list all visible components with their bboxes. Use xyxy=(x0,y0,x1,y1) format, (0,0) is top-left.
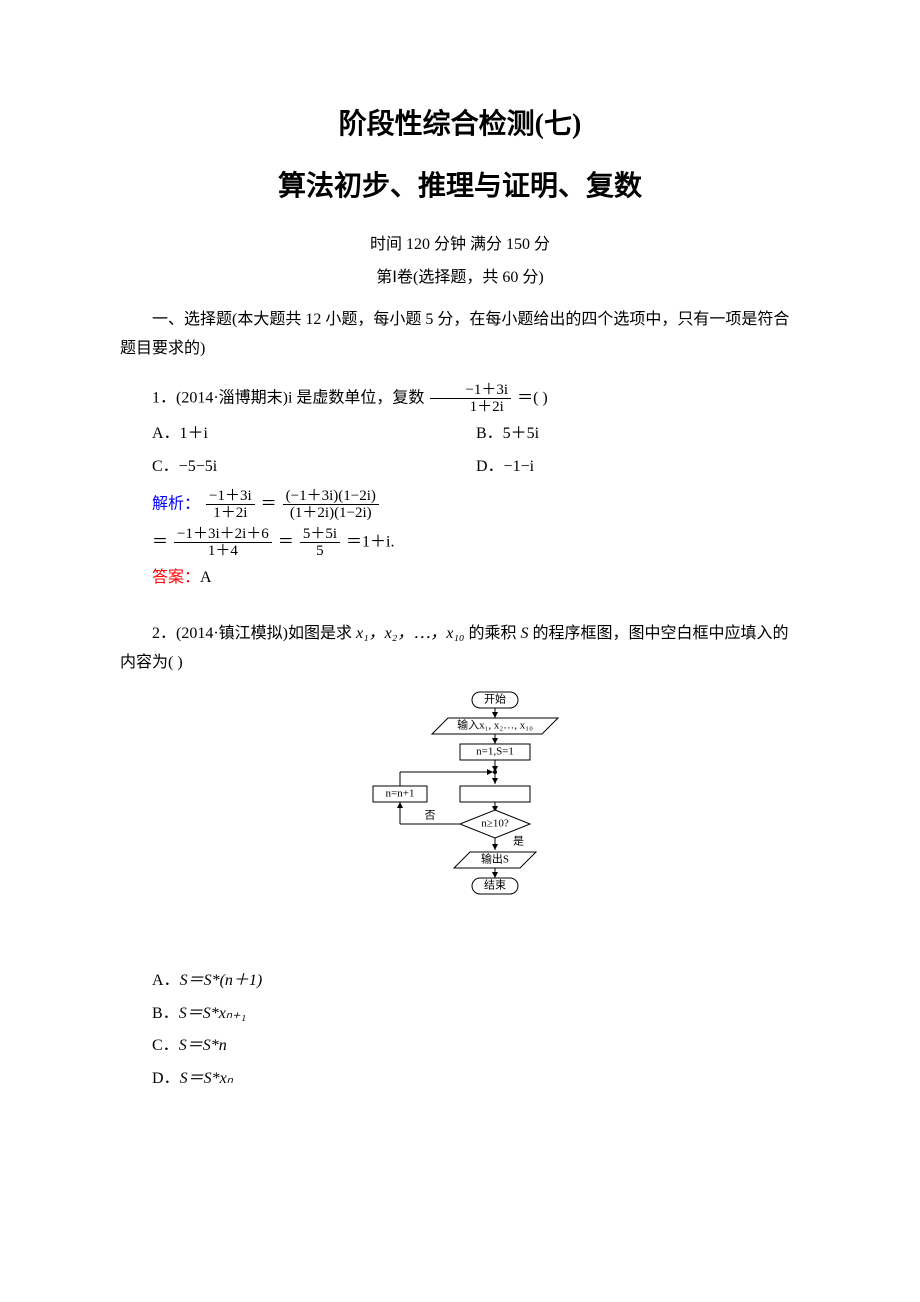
q2-mid: 的乘积 xyxy=(465,625,521,642)
q2-b-math: S＝S*xₙ₊₁ xyxy=(179,1005,247,1022)
q1-explain-line1: 解析： −1＋3i 1＋2i ＝ (−1＋3i)(1−2i) (1＋2i)(1−… xyxy=(152,488,800,522)
meta-time: 时间 120 分钟 满分 150 分 xyxy=(120,231,800,260)
q1-frac-num: −1＋3i xyxy=(430,382,511,400)
q1-choice-c: C．−5−5i xyxy=(152,451,476,484)
svg-text:否: 否 xyxy=(425,809,436,821)
q2-a-pre: A． xyxy=(152,972,180,989)
q1-prefix: 1．(2014·淄博期末)i 是虚数单位，复数 xyxy=(152,390,424,407)
q1-l2-f2-num: 5＋5i xyxy=(300,526,340,544)
svg-text:输出S: 输出S xyxy=(481,851,509,865)
q1-l2-tail: ＝1＋i. xyxy=(346,533,394,550)
q2-b-pre: B． xyxy=(152,1005,179,1022)
q2-svar: S xyxy=(521,625,529,642)
svg-text:n=1,S=1: n=1,S=1 xyxy=(476,745,514,757)
q1-answer: 答案：A xyxy=(152,564,800,593)
q1-choice-a: A．1＋i xyxy=(152,418,476,451)
q1-choices: A．1＋i B．5＋5i C．−5−5i D．−1−i xyxy=(152,418,800,484)
document-page: 阶段性综合检测(七) 算法初步、推理与证明、复数 时间 120 分钟 满分 15… xyxy=(0,0,920,1302)
q1-fraction: −1＋3i 1＋2i xyxy=(428,382,513,416)
question-2: 2．(2014·镇江模拟)如图是求 x₁，x₂，⋯，x₁₀ 的乘积 S 的程序框… xyxy=(120,620,800,1096)
q2-c-pre: C． xyxy=(152,1037,179,1054)
svg-text:n≥10?: n≥10? xyxy=(481,817,509,829)
q2-choice-a: A．S＝S*(n＋1) xyxy=(152,965,800,998)
q1-l2-f2-den: 5 xyxy=(300,543,340,560)
q1-l2-f2: 5＋5i 5 xyxy=(298,526,342,560)
q1-l1-f1-num: −1＋3i xyxy=(206,488,255,506)
flowchart: 开始输入x₁, x₂…, x₁₀ n=1,S=1 n=n+1 n≥10? 否是输出S 结束 xyxy=(120,686,800,957)
title-sub: 算法初步、推理与证明、复数 xyxy=(120,162,800,212)
q2-choice-d: D．S＝S*xₙ xyxy=(152,1063,800,1096)
q1-suffix: ＝( ) xyxy=(517,390,548,407)
title-main: 阶段性综合检测(七) xyxy=(120,100,800,150)
svg-text:n=n+1: n=n+1 xyxy=(386,787,415,799)
svg-text:结束: 结束 xyxy=(484,878,506,891)
answer-value: A xyxy=(200,569,212,586)
q2-choice-b: B．S＝S*xₙ₊₁ xyxy=(152,998,800,1031)
svg-text:是: 是 xyxy=(513,834,524,847)
q1-stem: 1．(2014·淄博期末)i 是虚数单位，复数 −1＋3i 1＋2i ＝( ) xyxy=(120,382,800,416)
q1-l1-eq: ＝ xyxy=(261,495,277,512)
q1-l1-f2: (−1＋3i)(1−2i) (1＋2i)(1−2i) xyxy=(281,488,381,522)
q2-d-math: S＝S*xₙ xyxy=(180,1070,233,1087)
q2-choices: A．S＝S*(n＋1) B．S＝S*xₙ₊₁ C．S＝S*n D．S＝S*xₙ xyxy=(152,965,800,1096)
q1-l2-f1-num: −1＋3i＋2i＋6 xyxy=(174,526,272,544)
q1-l2-eq2: ＝ xyxy=(278,533,294,550)
q1-frac-den: 1＋2i xyxy=(430,399,511,416)
q2-c-math: S＝S*n xyxy=(179,1037,227,1054)
q1-l2-f1: −1＋3i＋2i＋6 1＋4 xyxy=(172,526,274,560)
q1-l2-eq1: ＝ xyxy=(152,533,168,550)
q1-l1-f1-den: 1＋2i xyxy=(206,505,255,522)
q2-d-pre: D． xyxy=(152,1070,180,1087)
q1-l1-f2-num: (−1＋3i)(1−2i) xyxy=(283,488,379,506)
q1-choice-b: B．5＋5i xyxy=(476,418,800,451)
q1-l2-f1-den: 1＋4 xyxy=(174,543,272,560)
q2-stem: 2．(2014·镇江模拟)如图是求 x₁，x₂，⋯，x₁₀ 的乘积 S 的程序框… xyxy=(120,620,800,678)
question-1: 1．(2014·淄博期末)i 是虚数单位，复数 −1＋3i 1＋2i ＝( ) … xyxy=(120,382,800,592)
q2-a-math: S＝S*(n＋1) xyxy=(180,972,263,989)
meta-part: 第Ⅰ卷(选择题，共 60 分) xyxy=(120,264,800,293)
q2-prefix: 2．(2014·镇江模拟)如图是求 xyxy=(152,625,356,642)
q1-choice-d: D．−1−i xyxy=(476,451,800,484)
q1-l1-f1: −1＋3i 1＋2i xyxy=(204,488,257,522)
q1-explain-line2: ＝ −1＋3i＋2i＋6 1＋4 ＝ 5＋5i 5 ＝1＋i. xyxy=(152,526,800,560)
q2-choice-c: C．S＝S*n xyxy=(152,1030,800,1063)
explain-label: 解析： xyxy=(152,495,200,512)
q2-vars: x₁，x₂，⋯，x₁₀ xyxy=(356,625,465,642)
svg-text:开始: 开始 xyxy=(484,691,506,705)
svg-text:输入x₁, x₂…, x₁₀: 输入x₁, x₂…, x₁₀ xyxy=(457,717,533,731)
q1-l1-f2-den: (1＋2i)(1−2i) xyxy=(283,505,379,522)
section-intro: 一、选择题(本大题共 12 小题，每小题 5 分，在每小题给出的四个选项中，只有… xyxy=(120,306,800,364)
answer-label: 答案： xyxy=(152,569,200,586)
